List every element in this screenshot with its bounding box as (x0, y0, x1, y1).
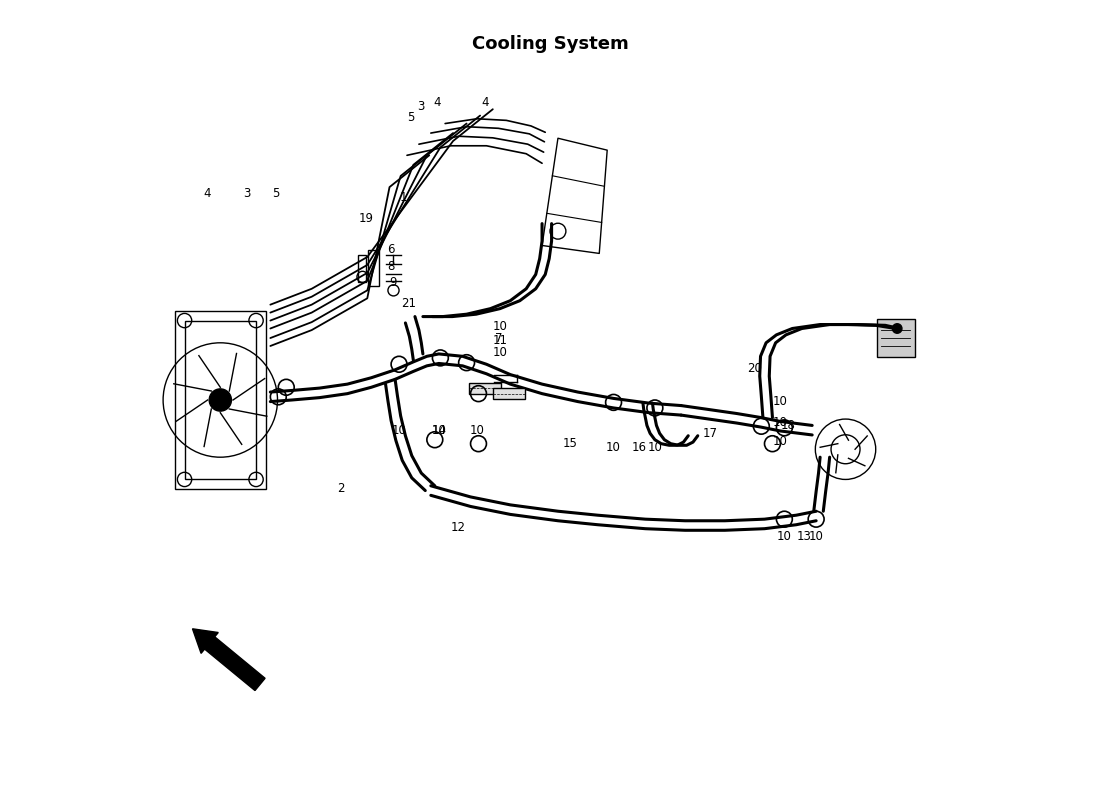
Text: 10: 10 (808, 530, 824, 543)
Text: 19: 19 (359, 212, 373, 226)
Text: 11: 11 (493, 334, 507, 347)
Text: 7: 7 (495, 331, 502, 345)
Text: 3: 3 (243, 187, 250, 200)
Text: 4: 4 (204, 187, 210, 200)
Bar (493, 388, 525, 399)
Text: 4: 4 (433, 95, 441, 109)
Circle shape (892, 324, 902, 334)
Bar (469, 382, 500, 394)
Text: 10: 10 (493, 321, 507, 334)
Text: 15: 15 (562, 437, 578, 450)
Text: 10: 10 (470, 424, 484, 437)
Bar (358, 255, 365, 282)
Text: 10: 10 (773, 435, 788, 448)
Bar (368, 250, 379, 286)
Text: 13: 13 (796, 530, 812, 543)
Text: 4: 4 (481, 95, 488, 109)
Text: 10: 10 (773, 416, 788, 429)
Text: 16: 16 (631, 441, 647, 454)
Text: 21: 21 (402, 297, 416, 310)
Bar (175, 311, 265, 489)
Text: 5: 5 (272, 187, 279, 200)
Text: 3: 3 (418, 99, 425, 113)
Text: 9: 9 (389, 276, 397, 289)
Text: Cooling System: Cooling System (472, 34, 628, 53)
Text: 17: 17 (703, 427, 718, 440)
Text: 6: 6 (387, 242, 395, 255)
Text: 10: 10 (648, 441, 662, 454)
Text: 14: 14 (431, 424, 447, 437)
Text: 10: 10 (773, 395, 788, 408)
Text: 10: 10 (777, 530, 792, 543)
Text: 10: 10 (431, 424, 447, 437)
Text: 18: 18 (781, 419, 795, 432)
Circle shape (209, 389, 231, 411)
Text: 2: 2 (338, 482, 344, 495)
FancyArrow shape (192, 629, 265, 690)
Bar (185, 321, 256, 479)
Text: 10: 10 (392, 424, 407, 437)
Bar (877, 319, 915, 357)
Text: 5: 5 (407, 111, 415, 125)
Text: 1: 1 (399, 191, 407, 204)
Text: 8: 8 (387, 260, 395, 273)
Text: 12: 12 (451, 521, 466, 534)
Text: 10: 10 (493, 346, 507, 359)
Text: 20: 20 (748, 362, 762, 374)
Text: 10: 10 (606, 441, 621, 454)
